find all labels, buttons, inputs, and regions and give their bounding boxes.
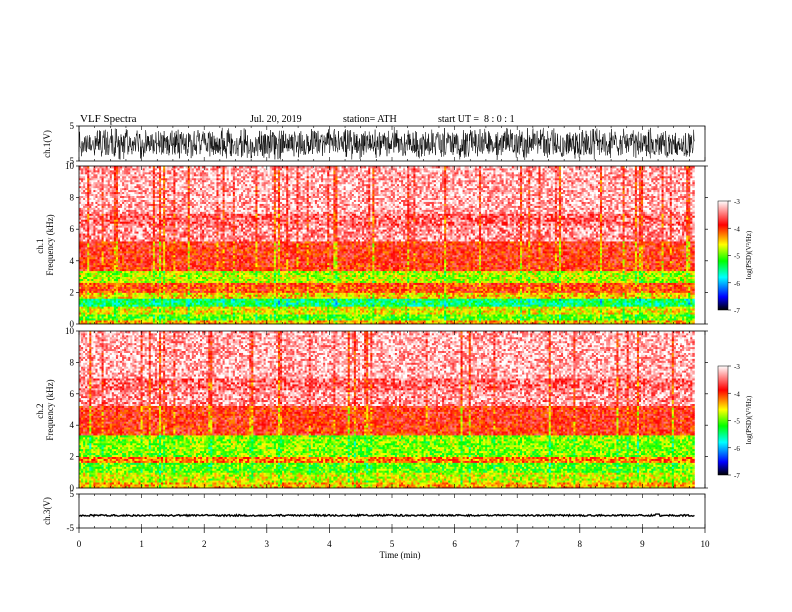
ch1-spectrogram-image	[79, 166, 695, 324]
ch1-waveform-ticks: 5-5	[67, 121, 80, 166]
waveform-path	[79, 127, 694, 160]
y-tick-label: 5	[70, 121, 75, 131]
ch1-waveform-ylabel: ch.1(V)	[42, 130, 52, 158]
ch1-waveform-trace	[79, 127, 694, 160]
